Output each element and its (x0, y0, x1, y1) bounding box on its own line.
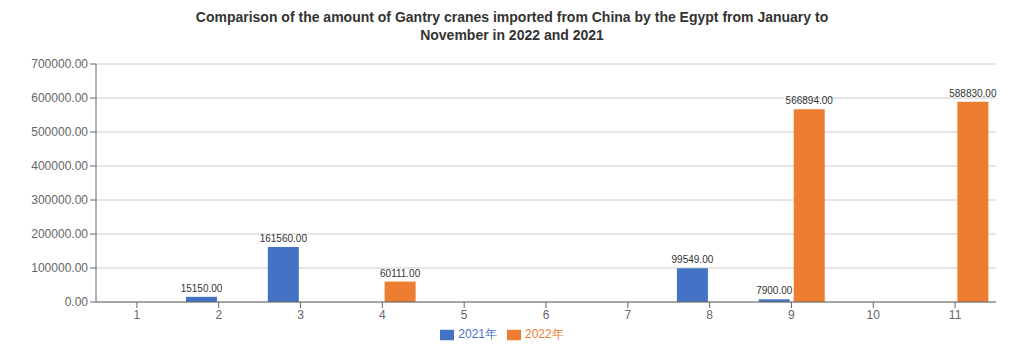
svg-text:400000.00: 400000.00 (31, 159, 88, 173)
svg-text:2: 2 (215, 308, 222, 322)
svg-text:700000.00: 700000.00 (31, 57, 88, 71)
svg-text:6: 6 (543, 308, 550, 322)
svg-text:300000.00: 300000.00 (31, 193, 88, 207)
html-text:2021年: 2021年 (458, 327, 497, 341)
svg-text:11: 11 (949, 308, 962, 322)
svg-text:8: 8 (706, 308, 713, 322)
svg-text:7900.00: 7900.00 (756, 285, 793, 296)
svg-text:15150.00: 15150.00 (181, 283, 223, 294)
svg-text:588830.00: 588830.00 (949, 88, 997, 99)
html-text:2022年: 2022年 (525, 327, 564, 341)
html-text:Comparison of the amount of Ga: Comparison of the amount of Gantry crane… (195, 9, 829, 43)
svg-text:3: 3 (297, 308, 304, 322)
svg-text:200000.00: 200000.00 (31, 227, 88, 241)
svg-text:99549.00: 99549.00 (672, 254, 714, 265)
svg-text:5: 5 (461, 308, 468, 322)
svg-text:1: 1 (134, 308, 141, 322)
svg-text:4: 4 (379, 308, 386, 322)
svg-text:100000.00: 100000.00 (31, 261, 88, 275)
svg-text:600000.00: 600000.00 (31, 91, 88, 105)
svg-text:10: 10 (867, 308, 881, 322)
svg-text:500000.00: 500000.00 (31, 125, 88, 139)
svg-text:161560.00: 161560.00 (260, 233, 308, 244)
svg-text:7: 7 (624, 308, 631, 322)
svg-text:566894.00: 566894.00 (786, 95, 834, 106)
svg-text:9: 9 (788, 308, 795, 322)
svg-text:0.00: 0.00 (65, 295, 89, 309)
svg-text:60111.00: 60111.00 (380, 268, 421, 279)
